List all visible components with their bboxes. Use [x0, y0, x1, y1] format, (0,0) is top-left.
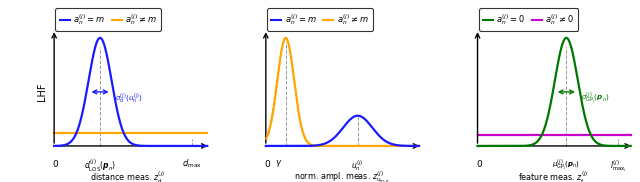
Legend: $a_n^{(j)}=0$, $a_n^{(j)}\neq 0$: $a_n^{(j)}=0$, $a_n^{(j)}\neq 0$ [479, 8, 579, 31]
Text: norm. ampl. meas. $z_{\mathrm{u}_{m,n}}^{(j)}$: norm. ampl. meas. $z_{\mathrm{u}_{m,n}}^… [294, 170, 390, 182]
Text: $0$: $0$ [264, 158, 271, 169]
Text: $u_n^{(j)}$: $u_n^{(j)}$ [351, 158, 364, 173]
Text: feature meas. $z_{\mathrm{f}_{i,n}}^{(j)}$: feature meas. $z_{\mathrm{f}_{i,n}}^{(j)… [518, 170, 590, 182]
Text: $0$: $0$ [476, 158, 483, 169]
Text: distance meas. $z_{\mathrm{d}_{m,n}}^{(j)}$: distance meas. $z_{\mathrm{d}_{m,n}}^{(j… [90, 170, 172, 182]
Text: $\sigma_{\mathrm{d}}^{(j)}(u_n^{(j)})$: $\sigma_{\mathrm{d}}^{(j)}(u_n^{(j)})$ [115, 91, 143, 106]
Text: $\mu_{\mathrm{GP}_i}^{(j)}(\boldsymbol{p}_n)$: $\mu_{\mathrm{GP}_i}^{(j)}(\boldsymbol{p… [552, 158, 580, 173]
Text: $d_{\mathrm{max}}$: $d_{\mathrm{max}}$ [182, 158, 202, 170]
Text: LHF: LHF [37, 83, 47, 101]
Text: $d_{\mathrm{LOS}}^{(j)}(\boldsymbol{p}_n)$: $d_{\mathrm{LOS}}^{(j)}(\boldsymbol{p}_n… [84, 158, 116, 174]
Text: $0$: $0$ [52, 158, 60, 169]
Text: $\gamma$: $\gamma$ [275, 158, 282, 169]
Text: $\sigma_{\mathrm{GP}_i}^{(j)}(\boldsymbol{p}_n)$: $\sigma_{\mathrm{GP}_i}^{(j)}(\boldsymbo… [581, 91, 609, 106]
Legend: $a_n^{(j)}=m$, $a_n^{(j)}\neq m$: $a_n^{(j)}=m$, $a_n^{(j)}\neq m$ [56, 8, 161, 31]
Legend: $a_n^{(j)}=m$, $a_n^{(j)}\neq m$: $a_n^{(j)}=m$, $a_n^{(j)}\neq m$ [267, 8, 372, 31]
Text: $l_{\mathrm{max}_i}^{(j)}$: $l_{\mathrm{max}_i}^{(j)}$ [610, 158, 627, 174]
